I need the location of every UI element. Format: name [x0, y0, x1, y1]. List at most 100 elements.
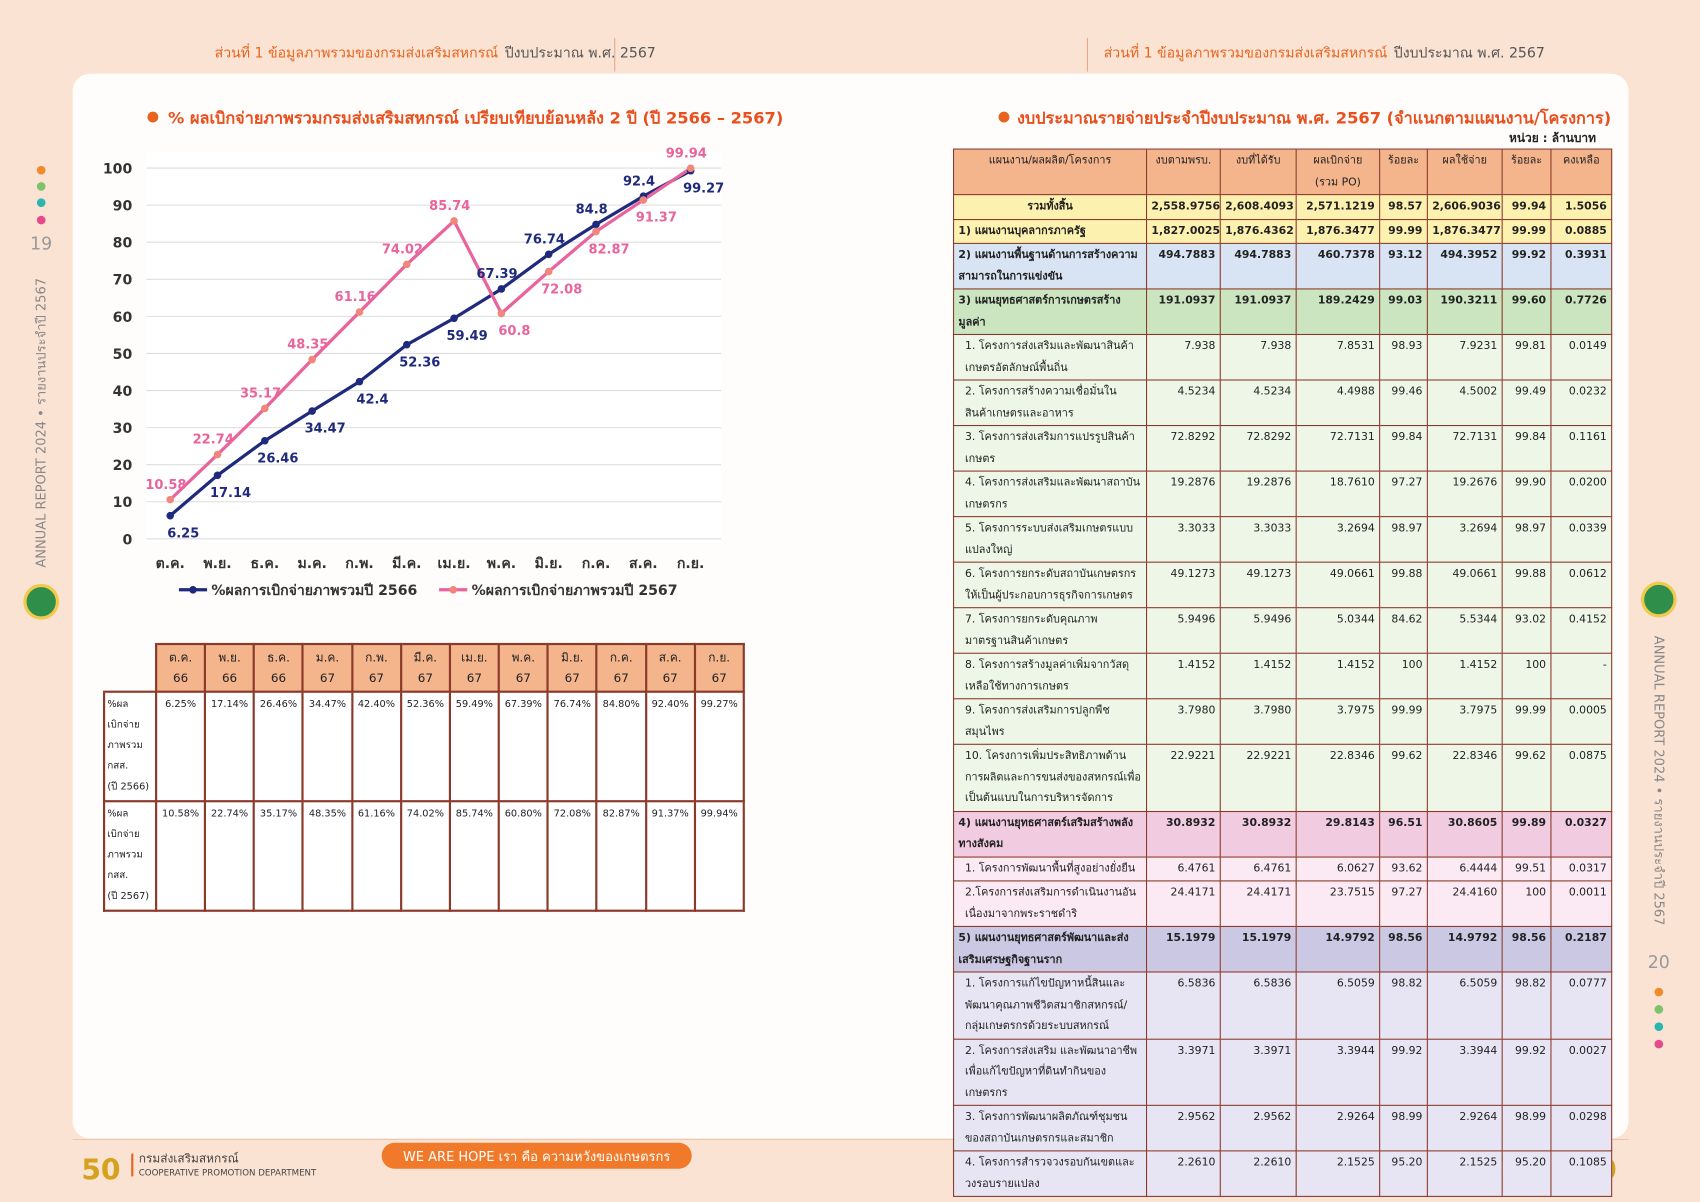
column-header: คงเหลือ	[1550, 148, 1613, 196]
cell: 3.3944	[1295, 1038, 1381, 1106]
cell: 98.97	[1379, 516, 1428, 563]
x-tick-label: ธ.ค.	[250, 556, 279, 572]
cell: 0.1161	[1550, 425, 1613, 472]
row-label: %ผล เบิกจ่าย ภาพรวม กสส. (ปี 2567)	[102, 800, 158, 912]
cell: 3.7980	[1219, 698, 1297, 745]
budget-table: แผนงาน/ผลผลิต/โครงการ งบตามพรบ. งบที่ได้รั…	[953, 148, 1613, 1197]
cell: 24.4171	[1145, 880, 1221, 927]
cell: 2,558.9756	[1145, 194, 1221, 220]
point	[355, 377, 364, 386]
cell: 85.74%	[448, 800, 500, 912]
cell: 189.2429	[1295, 288, 1381, 336]
dot	[1654, 987, 1664, 997]
cell: 72.8292	[1145, 425, 1221, 472]
year: 67	[417, 671, 433, 686]
cell: 4.5234	[1145, 379, 1221, 427]
project-row: 2. โครงการส่งเสริม และพัฒนาอาชีพเพื่อแก้…	[953, 1038, 1613, 1106]
emblem	[23, 583, 60, 620]
side-label: ANNUAL REPORT 2024 • รายงานประจำปี 2567	[1650, 636, 1666, 926]
chart-title: % ผลเบิกจ่ายภาพรวมกรมส่งเสริมสหกรณ์ เปรี…	[168, 109, 783, 128]
y-tick-label: 40	[113, 384, 133, 400]
cell: 30.8932	[1145, 810, 1221, 858]
dot	[36, 215, 46, 225]
plot-area	[146, 151, 721, 543]
cell: 30.8932	[1219, 810, 1297, 858]
cell: 98.97	[1501, 516, 1552, 563]
year: 67	[515, 671, 531, 686]
y-tick-label: 0	[122, 532, 132, 548]
cell: 7.9231	[1426, 333, 1503, 381]
cell: 0.0327	[1550, 810, 1613, 858]
data-label: 6.25	[167, 526, 199, 541]
cell: 494.7883	[1145, 242, 1221, 290]
column-header: ผลเบิกจ่าย (รวม PO)	[1295, 148, 1381, 196]
cell: 17.14%	[203, 690, 256, 803]
cell: 49.1273	[1219, 561, 1297, 609]
row-label-line: (ปี 2566)	[107, 781, 150, 793]
row-name: 10. โครงการเพิ่มประสิทธิภาพด้านการผลิตแล…	[953, 743, 1148, 812]
cell: 3.2694	[1295, 516, 1381, 563]
project-row: 10. โครงการเพิ่มประสิทธิภาพด้านการผลิตแล…	[953, 743, 1613, 812]
point	[450, 314, 458, 323]
point	[497, 285, 506, 293]
cell: 494.7883	[1219, 242, 1297, 290]
x-tick-label: ต.ค.	[156, 556, 185, 572]
cell: 0.0232	[1550, 379, 1613, 427]
cell: 99.62	[1501, 743, 1552, 812]
cell: 99.84	[1379, 425, 1428, 472]
year: 66	[221, 671, 238, 686]
cell: 6.25%	[155, 690, 207, 803]
point	[355, 308, 364, 316]
legend-marker	[449, 586, 457, 594]
cell: 99.94%	[693, 800, 745, 912]
cell: 2,606.9036	[1426, 194, 1503, 220]
cell: 99.27%	[693, 690, 745, 803]
cell: 1.4152	[1219, 652, 1297, 700]
row-label-line: กสส.	[107, 761, 129, 772]
data-label: 76.74	[524, 232, 565, 247]
month-header: ม.ค. 67	[301, 642, 354, 693]
point	[166, 511, 175, 520]
title-bullet	[998, 111, 1010, 123]
cell: 24.4160	[1426, 880, 1503, 927]
cell: 2,571.1219	[1295, 194, 1381, 220]
project-row: 7. โครงการยกระดับคุณภาพมาตรฐานสินค้าเกษต…	[953, 607, 1613, 654]
cell: 49.1273	[1145, 561, 1221, 609]
x-tick-label: ก.ย.	[677, 556, 704, 572]
cell: 2.9264	[1426, 1104, 1503, 1152]
page-number: 20	[1648, 953, 1670, 973]
point	[308, 355, 316, 364]
cell: 99.03	[1379, 288, 1428, 336]
emblem	[1640, 581, 1677, 618]
cell: 22.9221	[1145, 743, 1221, 812]
cell: 2,608.4093	[1219, 194, 1297, 220]
month-header: เม.ย. 67	[448, 642, 500, 693]
row-label-line: %ผล	[107, 808, 129, 820]
cell: 4.4988	[1295, 379, 1381, 427]
cell: 0.0005	[1550, 698, 1613, 745]
month-header: ธ.ค. 66	[252, 642, 305, 693]
legend-marker	[189, 586, 197, 594]
cell: 19.2876	[1145, 470, 1221, 518]
point	[450, 217, 458, 225]
cell: 98.56	[1379, 925, 1428, 973]
row-name: 4. โครงการสำรวจวงรอบกันเขตและวงรอบรายแปล…	[953, 1150, 1148, 1197]
cell: 49.0661	[1295, 561, 1381, 609]
cell: 4.5002	[1426, 379, 1503, 427]
cell: 6.4444	[1426, 855, 1503, 882]
month: ก.ค.	[609, 650, 633, 665]
cell: 0.2187	[1550, 925, 1613, 973]
cell: 7.8531	[1295, 333, 1381, 381]
plan-row: 4) แผนงานยุทธศาสตร์เสริมสร้างพลังทางสังค…	[953, 810, 1613, 858]
cell: 6.0627	[1295, 855, 1381, 882]
cell: 2.1525	[1295, 1150, 1381, 1197]
cell: 98.99	[1379, 1104, 1428, 1152]
project-row: 1. โครงการส่งเสริมและพัฒนาสินค้าเกษตรอัต…	[953, 333, 1613, 381]
y-tick-label: 100	[103, 161, 133, 177]
cell: 2.2610	[1145, 1150, 1221, 1197]
side-label: ANNUAL REPORT 2024 • รายงานประจำปี 2567	[34, 278, 50, 568]
point	[261, 404, 269, 413]
month: ต.ค.	[168, 650, 193, 665]
y-tick-label: 90	[113, 199, 133, 215]
month: ส.ค.	[658, 650, 682, 665]
